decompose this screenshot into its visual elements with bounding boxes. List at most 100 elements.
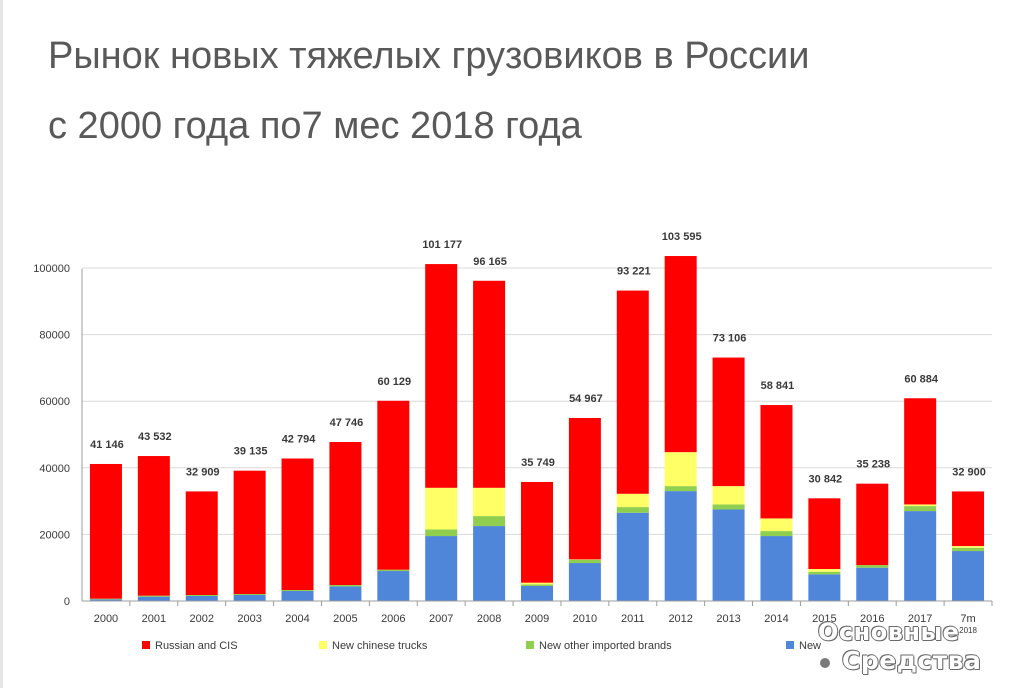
legend-label-chinese: New chinese trucks [332, 640, 428, 652]
bar-segment-other [473, 516, 506, 527]
bar-segment-other [185, 595, 218, 597]
bar-segment-chinese [712, 486, 745, 505]
data-label-total: 39 135 [234, 446, 268, 458]
y-tick-label: 40000 [39, 463, 70, 475]
bar-segment-used [712, 509, 745, 601]
x-tick-label: 2013 [716, 613, 740, 625]
bar-segment-chinese [616, 493, 649, 508]
bar-segment-other [856, 565, 889, 568]
bar-segment-other [281, 590, 314, 592]
bar-segment-other [89, 598, 122, 600]
data-label-total: 103 595 [662, 231, 702, 243]
bar-segment-russian [856, 483, 889, 566]
bar-segment-chinese [664, 452, 697, 487]
bar-segment-russian [904, 398, 937, 505]
bar-segment-russian [329, 442, 362, 586]
bar-segment-russian [377, 400, 410, 570]
y-tick-label: 100000 [33, 263, 70, 275]
bar-segment-other [616, 507, 649, 513]
bar-segment-chinese [521, 582, 553, 585]
legend: Russian and CIS New chinese trucks New oth… [142, 640, 821, 652]
bar-segment-chinese [952, 546, 985, 548]
data-label-total: 101 177 [422, 239, 462, 251]
data-label-total: 60 129 [377, 376, 411, 388]
bar-segment-russian [808, 498, 841, 570]
data-label-total: 35 749 [521, 457, 555, 469]
y-tick-label: 60000 [39, 396, 70, 408]
x-tick-label: 2005 [333, 613, 357, 625]
bar-segment-used [377, 571, 410, 601]
bar-segment-used [808, 574, 841, 601]
stacked-bar-chart: 0 20000 40000 60000 80000 100000 2000 2001 2002 2… [33, 231, 993, 652]
bar-segment-chinese [473, 487, 506, 517]
bar-segment-used [664, 491, 697, 601]
bar-segment-russian [89, 463, 122, 599]
bar-segment-used [281, 591, 314, 601]
bar-segment-russian [712, 357, 745, 487]
data-label-total: 54 967 [569, 393, 603, 405]
bar-segment-other [329, 585, 362, 587]
bar-segment-russian [473, 280, 506, 488]
bar-segment-used [760, 536, 793, 601]
data-label-total: 32 909 [186, 466, 220, 478]
bar-segment-used [473, 526, 506, 601]
bar-segment-other [425, 529, 458, 537]
x-tick-label: 2017 [908, 613, 932, 625]
bar-segment-used [425, 536, 458, 601]
bar-segment-russian [952, 491, 985, 547]
bar-segment-used [185, 596, 218, 601]
x-tick-label: 2011 [621, 613, 645, 625]
bar-segment-chinese [904, 504, 937, 507]
data-label-total: 60 884 [904, 373, 939, 385]
bar-segment-used [521, 586, 553, 601]
label-layer: 41 146 43 532 32 909 39 135 42 794 47 746 60 1… [90, 231, 986, 485]
bar-segment-other [904, 506, 937, 512]
x-tick-label: 2004 [285, 613, 309, 625]
bar-segment-chinese [425, 487, 458, 530]
legend-label-russian: Russian and CIS [155, 640, 238, 652]
page-title-line-1: Рынок новых тяжелых грузовиков в России [48, 35, 810, 77]
x-tick-label: 2007 [429, 613, 453, 625]
data-label-total: 43 532 [138, 431, 172, 443]
legend-swatch-chinese [319, 641, 327, 649]
bar-segment-other [712, 504, 745, 510]
data-label-total: 73 106 [713, 333, 747, 345]
bar-segment-chinese [760, 518, 793, 532]
bar-segment-russian [281, 458, 314, 591]
x-tick-label: 7m 2018 [959, 613, 977, 635]
y-tick-label: 20000 [39, 529, 70, 541]
data-label-total: 96 165 [473, 256, 507, 268]
bar-segment-used [329, 586, 362, 601]
x-tick-label: 2008 [477, 613, 501, 625]
x-tick-label: 2009 [525, 613, 549, 625]
bar-segment-used [233, 595, 266, 601]
bar-segment-russian [616, 290, 649, 494]
bar-segment-other [521, 584, 553, 587]
legend-label-used: New [799, 640, 821, 652]
legend-swatch-russian [142, 641, 150, 649]
x-tick-label: 2001 [142, 613, 166, 625]
bar-segment-russian [137, 456, 170, 596]
bar-segment-used [616, 512, 649, 601]
x-tick-label: 2016 [860, 613, 884, 625]
x-tick-label: 2000 [94, 613, 118, 625]
legend-swatch-used [786, 641, 794, 649]
watermark-dot-icon [820, 658, 830, 668]
data-label-total: 93 221 [617, 266, 651, 278]
x-tick-label: 2014 [764, 613, 788, 625]
bar-segment-other [233, 594, 266, 596]
x-tick-label: 2006 [381, 613, 405, 625]
data-label-total: 41 146 [90, 439, 124, 451]
slide-edge [0, 0, 3, 688]
bar-segment-other [760, 531, 793, 537]
bar-segment-used [856, 567, 889, 601]
x-tick-label: 2003 [237, 613, 261, 625]
data-label-total: 47 746 [330, 417, 364, 429]
bar-segment-russian [760, 405, 793, 519]
bar-segment-other [808, 571, 841, 575]
bar-segment-other [952, 547, 985, 552]
bar-segment-other [137, 595, 170, 597]
bar-segment-russian [233, 470, 266, 595]
bar-segment-russian [185, 491, 218, 596]
watermark-line-2: Средства [842, 646, 982, 675]
